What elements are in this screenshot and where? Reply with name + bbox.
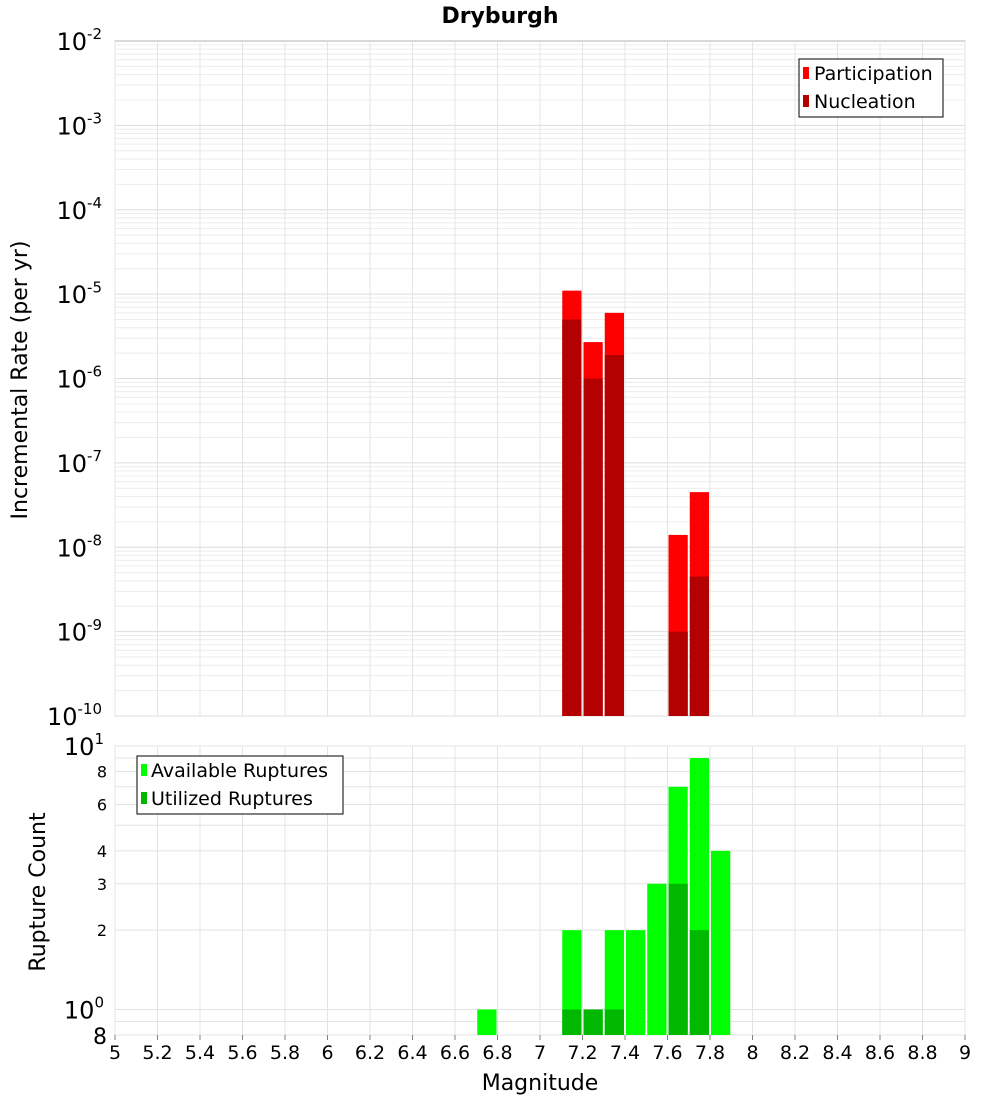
rate-legend-label: Participation	[814, 63, 933, 85]
rate-y-tick-label: 10-2	[56, 25, 102, 56]
count-y-minor-tick-label: 6	[97, 795, 107, 814]
rate-y-tick-label: 10-5	[56, 278, 102, 309]
magnitude-tick-label: 8.4	[822, 1042, 852, 1064]
nucleation-bar	[604, 354, 624, 716]
rate-legend-swatch	[803, 67, 809, 79]
count-y-axis-label: Rupture Count	[26, 812, 51, 972]
magnitude-tick-label: 5.2	[142, 1042, 172, 1064]
magnitude-tick-label: 8	[746, 1042, 758, 1064]
rate-legend: Participation Nucleation	[798, 58, 944, 118]
magnitude-tick-label: 7.6	[652, 1042, 682, 1064]
magnitude-tick-label: 6.8	[482, 1042, 512, 1064]
available-ruptures-bar	[562, 930, 582, 1035]
rate-y-axis-label: Incremental Rate (per yr)	[8, 241, 33, 520]
rate-plot: 10-2 10-3 10-4 10-5 10-6 10-7 10-8 10-9 10-10 In…	[8, 25, 966, 731]
count-legend-label: Available Ruptures	[151, 760, 328, 782]
magnitude-tick-label: 8.8	[907, 1042, 937, 1064]
count-legend-label: Utilized Ruptures	[151, 788, 313, 810]
nucleation-bar	[689, 576, 709, 716]
magnitude-axis-ticks: 5 5.2 5.4 5.6 5.8 6 6.2 6.4 6.6 6.8 7 7.2 7.4 7.6 7.8 8…	[109, 1035, 971, 1064]
x-axis-label: Magnitude	[482, 1071, 599, 1096]
utilized-ruptures-bar	[689, 930, 709, 1035]
magnitude-tick-label: 8.6	[865, 1042, 895, 1064]
magnitude-tick-label: 9	[959, 1042, 971, 1064]
nucleation-bar	[668, 631, 688, 716]
magnitude-tick-label: 7	[534, 1042, 546, 1064]
utilized-ruptures-bar	[668, 883, 688, 1035]
magnitude-tick-label: 7.8	[695, 1042, 725, 1064]
count-legend-swatch	[141, 792, 147, 804]
available-ruptures-bar	[626, 930, 646, 1035]
count-plot-bars	[477, 758, 731, 1035]
rate-legend-box	[798, 58, 944, 118]
magnitude-tick-label: 8.2	[780, 1042, 810, 1064]
magnitude-tick-label: 5.4	[185, 1042, 215, 1064]
available-ruptures-bar	[711, 850, 731, 1035]
count-legend-box	[136, 755, 344, 815]
available-ruptures-bar	[604, 930, 624, 1035]
count-y-minor-tick-label: 2	[97, 921, 107, 940]
count-y-minor-tick-label: 8	[97, 763, 107, 782]
rate-plot-bars	[562, 290, 709, 716]
magnitude-tick-label: 7.4	[610, 1042, 640, 1064]
count-y-major-tick-label: 101	[64, 730, 104, 761]
rate-y-tick-label: 10-3	[56, 110, 102, 141]
magnitude-tick-label: 5.6	[227, 1042, 257, 1064]
count-y-minor-tick-label: 3	[97, 875, 107, 894]
rate-y-tick-label: 10-6	[56, 363, 102, 394]
nucleation-bar	[583, 378, 603, 716]
magnitude-tick-label: 6.4	[397, 1042, 427, 1064]
utilized-ruptures-bar	[583, 1009, 603, 1035]
magnitude-tick-label: 6.6	[440, 1042, 470, 1064]
magnitude-tick-label: 6.2	[355, 1042, 385, 1064]
rate-y-tick-label: 10-4	[56, 194, 102, 225]
magnitude-tick-label: 7.2	[567, 1042, 597, 1064]
rate-plot-grid	[114, 41, 966, 717]
rate-legend-swatch	[803, 95, 809, 107]
count-y-major-tick-label: 100	[64, 994, 104, 1025]
count-y-minor-tick-label: 4	[97, 842, 107, 861]
magnitude-tick-label: 5.8	[270, 1042, 300, 1064]
rate-plot-y-ticks: 10-2 10-3 10-4 10-5 10-6 10-7 10-8 10-9 10-10	[47, 25, 102, 731]
rate-y-tick-label: 10-9	[56, 616, 102, 647]
nucleation-bar	[562, 319, 582, 716]
rate-y-tick-label: 10-8	[56, 531, 102, 562]
rate-y-tick-label: 10-7	[56, 447, 102, 478]
available-ruptures-bar	[647, 883, 667, 1035]
rate-legend-label: Nucleation	[814, 91, 916, 113]
count-legend-swatch	[141, 764, 147, 776]
available-ruptures-bar	[477, 1009, 497, 1035]
count-y-minor-tick-label: 8	[93, 1025, 107, 1050]
rate-y-tick-label: 10-10	[47, 700, 102, 731]
magnitude-tick-label: 5	[109, 1042, 121, 1064]
chart-title: Dryburgh	[441, 4, 558, 29]
count-legend: Available Ruptures Utilized Ruptures	[136, 755, 344, 815]
utilized-ruptures-bar	[562, 1009, 582, 1035]
magnitude-tick-label: 6	[321, 1042, 333, 1064]
utilized-ruptures-bar	[604, 1009, 624, 1035]
